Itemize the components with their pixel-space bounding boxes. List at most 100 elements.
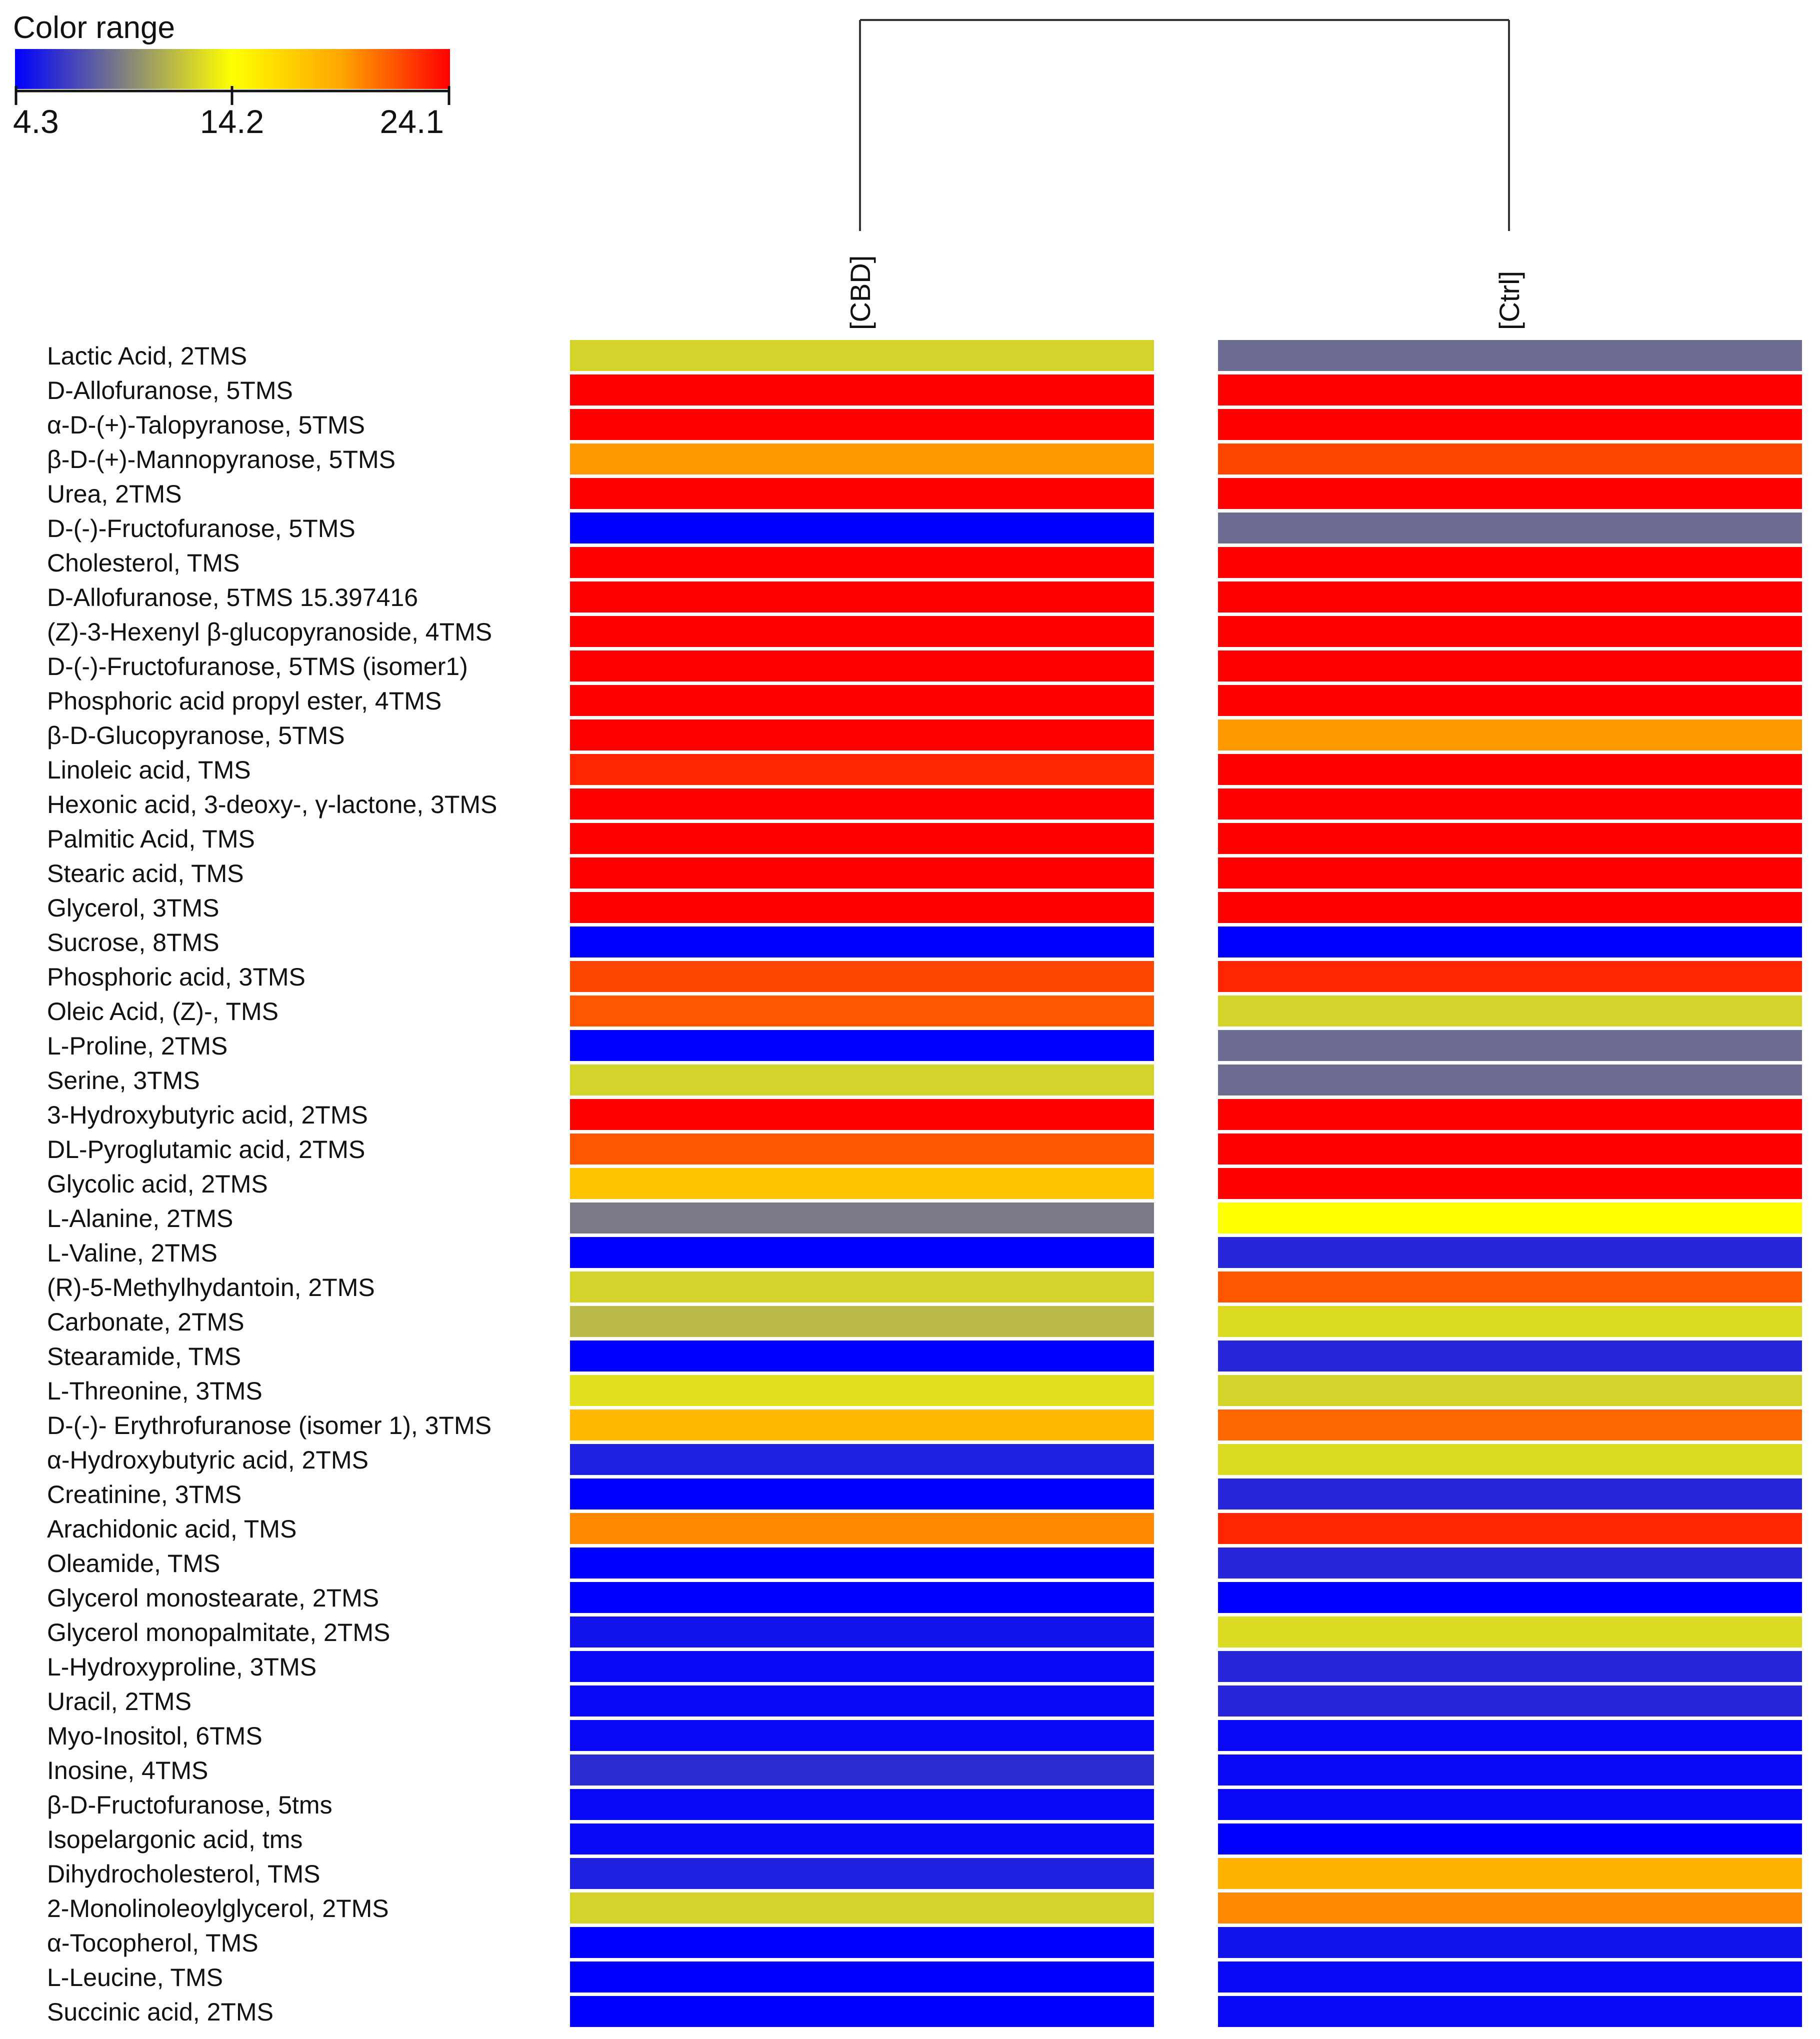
heatmap-cell xyxy=(1218,1962,1802,1992)
heatmap-cell xyxy=(1218,1099,1802,1130)
heatmap-cell xyxy=(570,547,1154,578)
row-label: Linoleic acid, TMS xyxy=(47,756,251,784)
row-label: Phosphoric acid propyl ester, 4TMS xyxy=(47,687,442,715)
row-label: L-Threonine, 3TMS xyxy=(47,1377,262,1405)
heatmap-cell xyxy=(570,1444,1154,1475)
row-label: D-(-)-Fructofuranose, 5TMS (isomer1) xyxy=(47,652,468,680)
row-label: L-Valine, 2TMS xyxy=(47,1239,218,1267)
heatmap-cell xyxy=(570,1996,1154,2027)
heatmap-cell xyxy=(570,478,1154,509)
heatmap-cell xyxy=(570,1134,1154,1164)
row-label: D-(-)- Erythrofuranose (isomer 1), 3TMS xyxy=(47,1412,492,1440)
row-label: β-D-Fructofuranose, 5tms xyxy=(47,1791,332,1819)
heatmap-cell xyxy=(570,374,1154,406)
heatmap-cell xyxy=(570,1962,1154,1992)
heatmap-cell xyxy=(570,788,1154,820)
heatmap-cell xyxy=(570,1686,1154,1716)
heatmap-cell xyxy=(570,1582,1154,1613)
heatmap-cell xyxy=(1218,926,1802,958)
heatmap-cell xyxy=(570,858,1154,888)
row-label: Palmitic Acid, TMS xyxy=(47,825,255,853)
heatmap-cell xyxy=(570,650,1154,682)
heatmap-cell xyxy=(570,1616,1154,1648)
heatmap-cell xyxy=(1218,1686,1802,1716)
heatmap-cell xyxy=(1218,1478,1802,1510)
heatmap-cell xyxy=(570,1168,1154,1199)
heatmap-cell xyxy=(1218,788,1802,820)
heatmap-cell xyxy=(1218,1030,1802,1061)
heatmap-cell xyxy=(570,409,1154,440)
heatmap-cell xyxy=(570,1720,1154,1751)
heatmap-cell xyxy=(1218,823,1802,854)
heatmap-cell xyxy=(570,996,1154,1026)
heatmap-cell xyxy=(570,1789,1154,1820)
heatmap-cell xyxy=(1218,1927,1802,1958)
heatmap-cell xyxy=(1218,1202,1802,1234)
heatmap-cell xyxy=(1218,961,1802,992)
heatmap-cell xyxy=(1218,409,1802,440)
heatmap-cell xyxy=(1218,374,1802,406)
heatmap-cell xyxy=(570,616,1154,647)
row-label: (R)-5-Methylhydantoin, 2TMS xyxy=(47,1274,375,1302)
color-range-bar xyxy=(15,49,450,89)
heatmap-cell xyxy=(1218,340,1802,371)
row-label: Phosphoric acid, 3TMS xyxy=(47,963,306,991)
row-label: Creatinine, 3TMS xyxy=(47,1480,242,1508)
heatmap-cell xyxy=(1218,650,1802,682)
dendrogram xyxy=(859,19,1510,231)
heatmap-cell xyxy=(1218,1651,1802,1682)
heatmap-cell xyxy=(570,1927,1154,1958)
heatmap-cell xyxy=(1218,1548,1802,1578)
heatmap-cell xyxy=(1218,1892,1802,1924)
row-label: Inosine, 4TMS xyxy=(47,1756,208,1784)
column-label-ctrl: [Ctrl] xyxy=(1494,271,1525,330)
heatmap-cell xyxy=(1218,1824,1802,1854)
row-label: (Z)-3-Hexenyl β-glucopyranoside, 4TMS xyxy=(47,618,492,646)
row-label: Stearamide, TMS xyxy=(47,1342,241,1370)
row-label: L-Alanine, 2TMS xyxy=(47,1204,233,1232)
heatmap-cell xyxy=(570,582,1154,612)
row-label: Hexonic acid, 3-deoxy-, γ-lactone, 3TMS xyxy=(47,790,497,818)
heatmap-cell xyxy=(1218,512,1802,544)
heatmap-cell xyxy=(570,512,1154,544)
heatmap-cell xyxy=(570,720,1154,750)
row-label: L-Leucine, TMS xyxy=(47,1964,223,1992)
row-label: Stearic acid, TMS xyxy=(47,860,244,888)
row-label: Glycerol monostearate, 2TMS xyxy=(47,1584,379,1612)
row-label: Isopelargonic acid, tms xyxy=(47,1826,302,1854)
column-label-cbd: [CBD] xyxy=(844,256,876,330)
heatmap-cell xyxy=(570,1272,1154,1302)
row-label: Dihydrocholesterol, TMS xyxy=(47,1860,320,1888)
heatmap-cell xyxy=(570,444,1154,474)
heatmap-cell xyxy=(570,1099,1154,1130)
row-label: Oleamide, TMS xyxy=(47,1550,220,1578)
color-range-label: Color range xyxy=(13,10,175,45)
heatmap-cell xyxy=(1218,1858,1802,1889)
heatmap-cell xyxy=(1218,1616,1802,1648)
heatmap-cell xyxy=(1218,1272,1802,1302)
row-label: DL-Pyroglutamic acid, 2TMS xyxy=(47,1136,365,1164)
heatmap-cell xyxy=(570,1548,1154,1578)
row-labels: Lactic Acid, 2TMS D-Allofuranose, 5TMS α-D… xyxy=(47,342,497,2026)
heatmap-cell xyxy=(570,1202,1154,1234)
row-label: α-Hydroxybutyric acid, 2TMS xyxy=(47,1446,368,1474)
row-label: α-Tocopherol, TMS xyxy=(47,1929,258,1957)
color-range-tick-label: 4.3 xyxy=(13,103,59,140)
heatmap-cell xyxy=(1218,858,1802,888)
row-label: Sucrose, 8TMS xyxy=(47,928,220,956)
heatmap-cell xyxy=(1218,996,1802,1026)
heatmap-cell xyxy=(570,823,1154,854)
row-label: β-D-Glucopyranose, 5TMS xyxy=(47,722,345,750)
heatmap-cell xyxy=(1218,1720,1802,1751)
heatmap-cell xyxy=(1218,1513,1802,1544)
row-label: β-D-(+)-Mannopyranose, 5TMS xyxy=(47,446,396,474)
heatmap-cell xyxy=(570,1030,1154,1061)
row-label: Succinic acid, 2TMS xyxy=(47,1998,274,2026)
heatmap-cell xyxy=(1218,582,1802,612)
heatmap-cell xyxy=(1218,1444,1802,1475)
row-label: 3-Hydroxybutyric acid, 2TMS xyxy=(47,1101,368,1129)
row-label: Serine, 3TMS xyxy=(47,1066,200,1094)
row-label: Uracil, 2TMS xyxy=(47,1688,192,1716)
row-label: Cholesterol, TMS xyxy=(47,549,240,577)
